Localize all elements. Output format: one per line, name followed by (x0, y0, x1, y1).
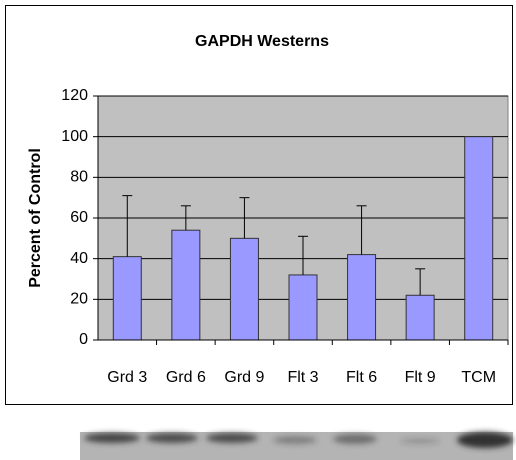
x-tick-label: Grd 3 (107, 369, 147, 386)
x-tick-label: Grd 6 (166, 369, 206, 386)
bar (289, 275, 317, 340)
x-tick-label: Flt 3 (287, 369, 318, 386)
chart-title: GAPDH Westerns (195, 33, 329, 50)
bar (406, 295, 434, 340)
y-axis-label: Percent of Control (27, 148, 44, 288)
bar (230, 238, 258, 340)
western-blot (80, 432, 513, 460)
x-tick-label: TCM (461, 369, 496, 386)
y-tick-label: 120 (61, 87, 88, 104)
y-tick-label: 100 (61, 128, 88, 145)
y-tick-label: 60 (70, 209, 88, 226)
x-tick-label: Flt 9 (405, 369, 436, 386)
x-tick-label: Flt 6 (346, 369, 377, 386)
bar (465, 137, 493, 340)
page: GAPDH Westerns Percent of Control 0 20 40 6… (0, 0, 516, 460)
bar (348, 255, 376, 340)
y-tick-label: 80 (70, 169, 88, 186)
y-tick-label: 40 (70, 250, 88, 267)
bar (113, 257, 141, 340)
x-tick-label: Grd 9 (224, 369, 264, 386)
y-tick-label: 0 (79, 331, 88, 348)
y-tick-label: 20 (70, 291, 88, 308)
bar (172, 230, 200, 340)
